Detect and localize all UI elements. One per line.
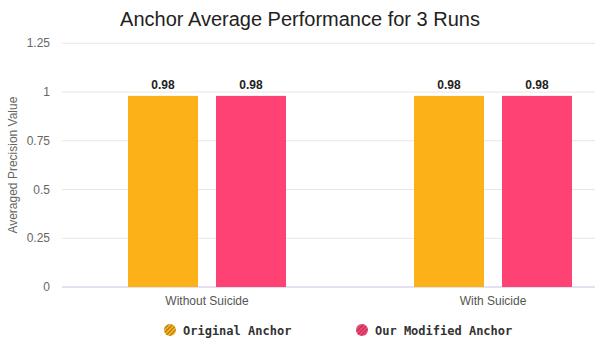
bar bbox=[414, 96, 484, 287]
legend-marker bbox=[164, 324, 176, 336]
y-axis-label: Averaged Precision Value bbox=[6, 96, 20, 233]
grid-line bbox=[62, 92, 595, 93]
bar bbox=[128, 96, 198, 287]
y-tick-label: 1 bbox=[43, 85, 50, 99]
data-label: 0.98 bbox=[525, 78, 549, 92]
bar bbox=[216, 96, 286, 287]
chart-svg: Anchor Average Performance for 3 Runs Ave… bbox=[0, 0, 600, 347]
y-tick-label: 0.75 bbox=[27, 134, 51, 148]
legend-marker bbox=[356, 324, 368, 336]
data-labels: 0.98 0.98 0.98 0.98 bbox=[151, 78, 549, 92]
y-tick-label: 1.25 bbox=[27, 36, 51, 50]
grid-line bbox=[62, 43, 595, 44]
data-label: 0.98 bbox=[437, 78, 461, 92]
y-tick-label: 0 bbox=[43, 280, 50, 294]
x-tick-label: With Suicide bbox=[460, 294, 527, 308]
bar bbox=[502, 96, 572, 287]
title: Anchor Average Performance for 3 Runs bbox=[120, 8, 480, 30]
legend: Original Anchor Our Modified Anchor bbox=[164, 324, 512, 338]
x-tick-label: Without Suicide bbox=[165, 294, 249, 308]
data-label: 0.98 bbox=[151, 78, 175, 92]
chart-container: Anchor Average Performance for 3 Runs Ave… bbox=[0, 0, 600, 347]
data-label: 0.98 bbox=[239, 78, 263, 92]
y-tick-label: 0.25 bbox=[27, 231, 51, 245]
bars bbox=[128, 96, 572, 287]
y-tick-label: 0.5 bbox=[33, 183, 50, 197]
legend-label: Original Anchor bbox=[183, 324, 291, 338]
legend-label: Our Modified Anchor bbox=[375, 324, 512, 338]
